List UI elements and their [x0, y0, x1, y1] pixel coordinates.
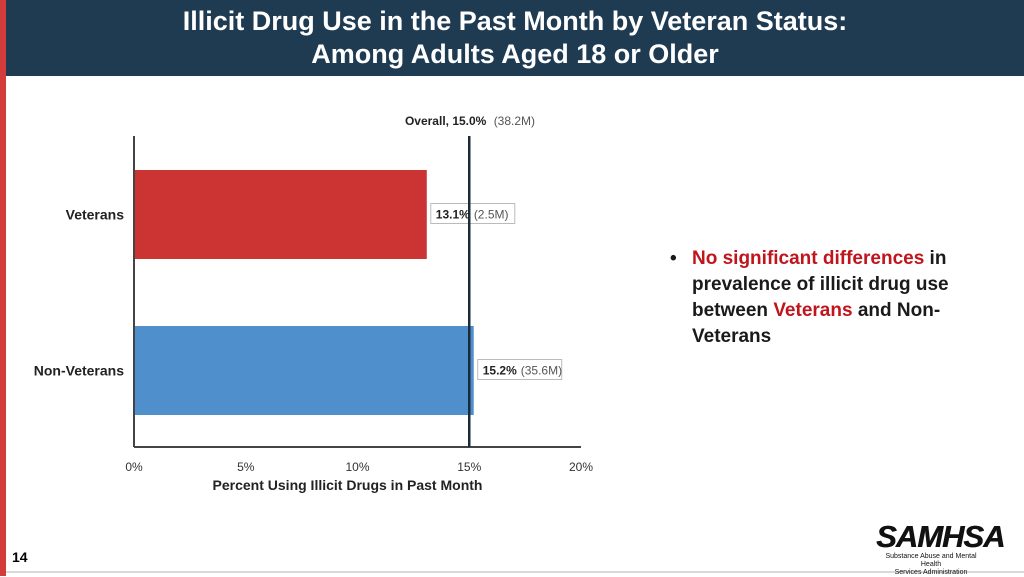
data-label-box — [477, 359, 563, 380]
slide-title-bar: Illicit Drug Use in the Past Month by Ve… — [6, 0, 1024, 76]
data-label-veterans: 13.1% (2.5M) — [430, 203, 516, 224]
bar-chart: Veterans 13.1% (2.5M) Non-Veterans 15.2% (35.… — [34, 114, 594, 493]
bullet-text-part1: in prevalence of illicit drug use betwee… — [692, 248, 949, 321]
x-axis-title: Percent Using Illicit Drugs in Past Mont… — [213, 477, 483, 493]
count-label: (35.6M) — [521, 364, 562, 378]
x-tick-label: 10% — [345, 460, 369, 474]
category-label-non-veterans: Non-Veterans — [34, 363, 124, 379]
samhsa-logo-mark: SAMHSA — [876, 519, 1005, 554]
overall-reference-label: Overall, 15.0% (38.2M) — [405, 114, 535, 128]
samhsa-logo-subtitle: Substance Abuse and Mental Health Servic… — [876, 553, 986, 577]
samhsa-logo: SAMHSA Substance Abuse and Mental Health… — [876, 519, 1005, 577]
slide-title-line-2: Among Adults Aged 18 or Older — [311, 39, 719, 69]
left-accent-stripe — [0, 0, 6, 576]
data-label-box — [430, 203, 516, 224]
bullet-text: No significant differences in prevalence… — [692, 246, 990, 350]
bullet-highlight-veterans: Veterans — [773, 300, 853, 321]
bar-veterans — [134, 170, 427, 259]
overall-count-label: (38.2M) — [494, 114, 535, 128]
page-number: 14 — [12, 549, 28, 565]
x-tick-label: 5% — [237, 460, 255, 474]
key-finding-bullet: • No significant differences in prevalen… — [670, 246, 990, 350]
data-label-non-veterans: 15.2% (35.6M) — [477, 359, 563, 380]
bullet-text-part2: and Non-Veterans — [692, 300, 941, 347]
value-label: 15.2% — [483, 364, 517, 378]
x-tick-label: 20% — [569, 460, 593, 474]
bar-non-veterans — [134, 326, 474, 415]
x-tick-label: 0% — [125, 460, 143, 474]
samhsa-logo-subtitle-line-2: Services Administration — [894, 569, 968, 576]
count-label: (2.5M) — [474, 208, 509, 222]
category-label-veterans: Veterans — [66, 207, 125, 223]
data-label-text: 13.1% (2.5M) — [436, 208, 509, 222]
slide-title-line-1: Illicit Drug Use in the Past Month by Ve… — [182, 6, 848, 36]
x-tick-label: 15% — [457, 460, 481, 474]
bottom-divider — [6, 571, 1024, 573]
samhsa-logo-subtitle-line-1: Substance Abuse and Mental Health — [885, 553, 977, 568]
value-label: 13.1% — [436, 208, 470, 222]
overall-value-label: Overall, 15.0% — [405, 114, 487, 128]
bullet-highlight-no-differences: No significant differences — [692, 248, 925, 269]
data-label-text: 15.2% (35.6M) — [483, 364, 562, 378]
bullet-dot: • — [670, 248, 677, 269]
